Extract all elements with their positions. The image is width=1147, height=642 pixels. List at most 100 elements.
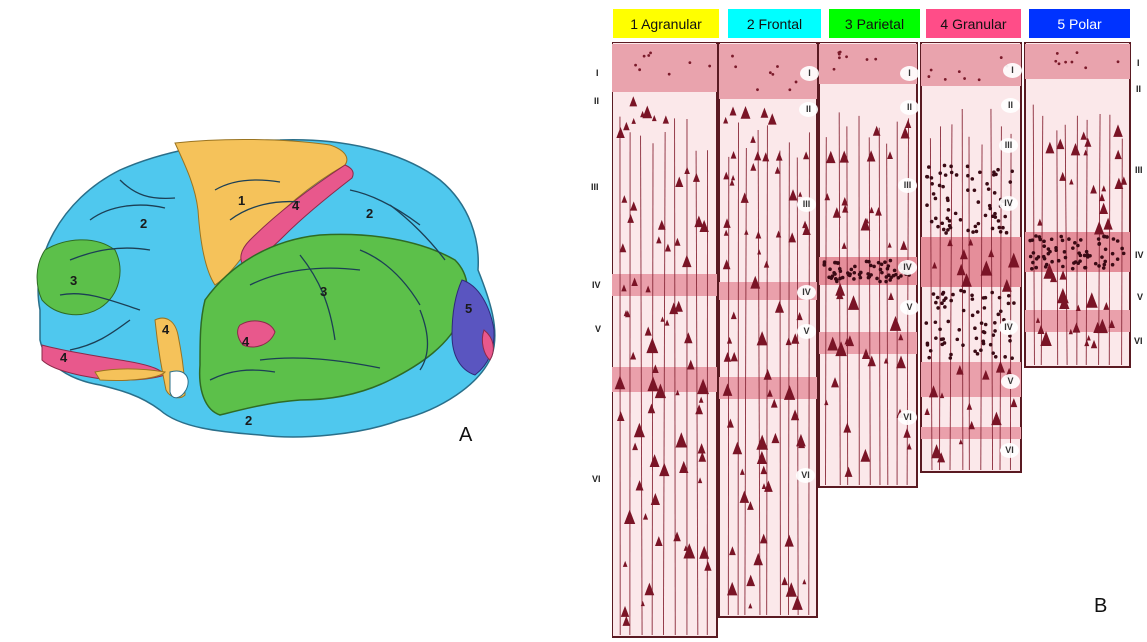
granule-cell: [973, 326, 977, 330]
neuron-cell: [734, 65, 737, 68]
brain-label: 5: [465, 301, 472, 316]
granule-cell: [934, 336, 938, 340]
granule-cell: [966, 165, 970, 169]
granule-cell: [1031, 261, 1035, 265]
granule-cell: [943, 164, 947, 168]
granule-cell: [976, 352, 980, 356]
neuron-cell: [874, 58, 877, 61]
granule-cell: [880, 271, 884, 275]
granule-cell: [894, 273, 898, 277]
layer-label-left: VI: [592, 474, 601, 484]
granule-cell: [992, 333, 996, 337]
layer-label-granular: VI: [1000, 443, 1019, 458]
granule-cell: [859, 276, 863, 280]
granule-cell: [943, 305, 947, 309]
granule-cell: [1071, 267, 1075, 271]
neuron-cell: [838, 56, 841, 59]
granule-cell: [1116, 239, 1120, 243]
neuron-cell: [927, 75, 930, 78]
granule-cell: [927, 165, 931, 169]
granule-cell: [942, 228, 946, 232]
layer-label-frontal: I: [800, 66, 819, 81]
neuron-cell: [866, 58, 869, 61]
granule-cell: [925, 203, 929, 207]
legend-frontal: 2 Frontal: [728, 9, 821, 38]
granule-cell: [950, 171, 954, 175]
granule-cell: [1103, 260, 1107, 264]
neuron-cell: [944, 78, 947, 81]
granule-cell: [1100, 255, 1104, 259]
granule-cell: [850, 268, 854, 272]
granule-cell: [949, 299, 953, 303]
granule-cell: [1071, 246, 1075, 250]
layer-label-right: I: [1137, 58, 1140, 68]
brain-label: 3: [320, 284, 327, 299]
granule-cell: [852, 271, 856, 275]
granule-cell: [1008, 339, 1012, 343]
granule-cell: [973, 188, 977, 192]
panel-label-b: B: [1094, 595, 1107, 618]
granule-cell: [944, 173, 948, 177]
granule-cell: [961, 343, 965, 347]
neuron-cell: [930, 69, 933, 72]
granule-cell: [1057, 259, 1061, 263]
brain-map: 1 2 2 3 3 4 4 4 4 5 2: [0, 110, 540, 580]
granule-cell: [930, 220, 934, 224]
granule-cell: [993, 321, 997, 325]
granule-cell: [938, 327, 942, 331]
granule-cell: [955, 338, 959, 342]
granule-cell: [1116, 257, 1120, 261]
layer-label-parietal: VI: [898, 410, 917, 425]
layer-label-granular: III: [999, 138, 1018, 153]
neuron-cell: [1064, 61, 1067, 64]
brain-label: 3: [70, 273, 77, 288]
granule-cell: [852, 277, 856, 281]
neuron-cell: [634, 64, 637, 67]
granule-cell: [1083, 266, 1087, 270]
granule-cell: [828, 267, 832, 271]
granule-cell: [1079, 238, 1083, 242]
granule-cell: [1061, 265, 1065, 269]
granule-cell: [974, 225, 978, 229]
granule-cell: [1111, 263, 1115, 267]
legend-polar: 5 Polar: [1029, 9, 1130, 38]
granule-cell: [859, 271, 863, 275]
granule-cell: [929, 349, 933, 353]
granule-cell: [832, 271, 836, 275]
granule-cell: [966, 174, 970, 178]
neuron-cell: [1117, 60, 1120, 63]
granule-cell: [994, 173, 998, 177]
legend-granular: 4 Granular: [926, 9, 1021, 38]
neuron-cell: [731, 55, 734, 58]
granule-cell: [940, 338, 944, 342]
granule-cell: [932, 192, 936, 196]
granule-cell: [934, 301, 938, 305]
granule-cell: [879, 268, 883, 272]
granule-cell: [991, 227, 995, 231]
granule-cell: [948, 356, 952, 360]
neuron-cell: [1056, 52, 1059, 55]
granule-cell: [926, 343, 930, 347]
granule-cell: [934, 197, 938, 201]
neuron-cell: [833, 68, 836, 71]
granule-cell: [1042, 244, 1046, 248]
granule-cell: [1047, 247, 1051, 251]
granule-cell: [970, 293, 974, 297]
granule-cell: [1059, 235, 1063, 239]
granule-cell: [848, 274, 852, 278]
neuron-cell: [708, 65, 711, 68]
granule-cell: [1038, 235, 1042, 239]
layer-label-granular: IV: [999, 320, 1018, 335]
brain-label: 2: [140, 216, 147, 231]
granule-cell: [1120, 247, 1124, 251]
granule-cell: [1007, 294, 1011, 298]
granule-cell: [932, 292, 936, 296]
granule-cell: [884, 280, 888, 284]
neuron-cell: [845, 55, 848, 58]
granule-cell: [1097, 264, 1101, 268]
granule-cell: [957, 328, 961, 332]
neuron-cell: [688, 61, 691, 64]
neuron-cell: [1000, 56, 1003, 59]
granule-cell: [993, 191, 997, 195]
cortical-columns: [612, 42, 1132, 642]
